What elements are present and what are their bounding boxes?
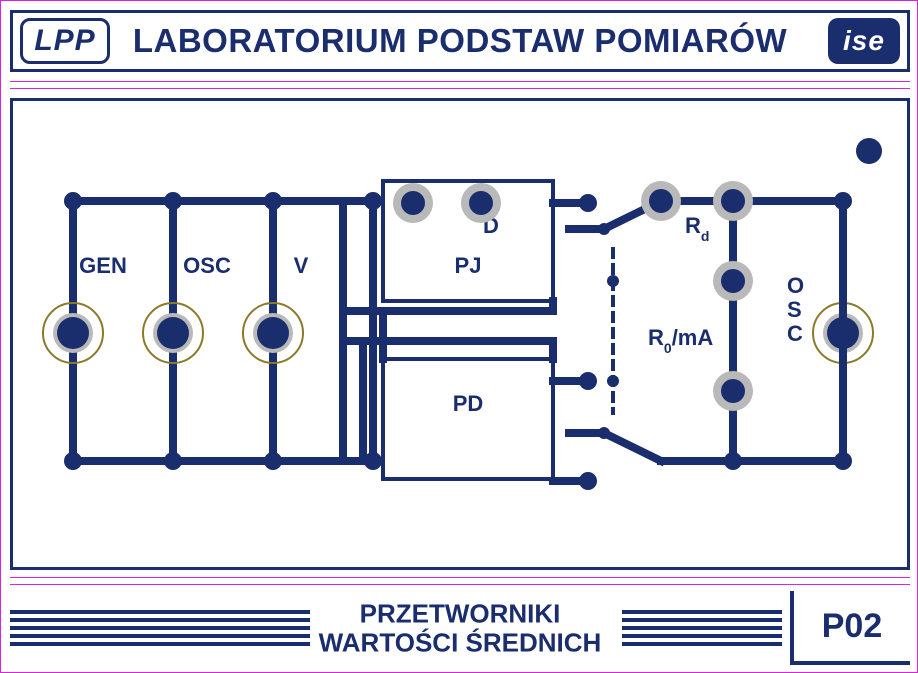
separator-bottom [10, 577, 910, 585]
svg-text:V: V [294, 253, 309, 278]
footer-title-line2: WARTOŚCI ŚREDNICH [319, 628, 602, 657]
svg-text:OSC: OSC [183, 253, 231, 278]
svg-text:PJ: PJ [455, 253, 482, 278]
svg-text:C: C [787, 321, 803, 346]
page-frame: LPP LABORATORIUM PODSTAW POMIARÓW ise GE… [0, 0, 918, 673]
circuit-diagram: GENOSCVOSCDPJPDRdR0/mA [13, 101, 907, 567]
svg-text:PD: PD [453, 391, 484, 416]
logo-lpp: LPP [20, 18, 110, 64]
header-bar: LPP LABORATORIUM PODSTAW POMIARÓW ise [10, 10, 910, 72]
footer-stripes-left [10, 606, 310, 650]
svg-text:GEN: GEN [79, 253, 127, 278]
footer-bar: PRZETWORNIKI WARTOŚCI ŚREDNICH P02 [10, 591, 910, 665]
footer-code: P02 [790, 591, 910, 665]
separator-top [10, 81, 910, 89]
svg-text:S: S [787, 297, 802, 322]
circuit-diagram-panel: GENOSCVOSCDPJPDRdR0/mA [10, 98, 910, 570]
svg-text:R0/mA: R0/mA [648, 325, 713, 356]
footer-title-line1: PRZETWORNIKI [319, 599, 602, 628]
page-title: LABORATORIUM PODSTAW POMIARÓW [133, 22, 787, 60]
svg-text:O: O [787, 273, 804, 298]
footer-stripes-right [622, 606, 782, 650]
logo-ise: ise [828, 18, 900, 64]
svg-text:Rd: Rd [685, 213, 709, 244]
footer-title: PRZETWORNIKI WARTOŚCI ŚREDNICH [319, 599, 602, 656]
